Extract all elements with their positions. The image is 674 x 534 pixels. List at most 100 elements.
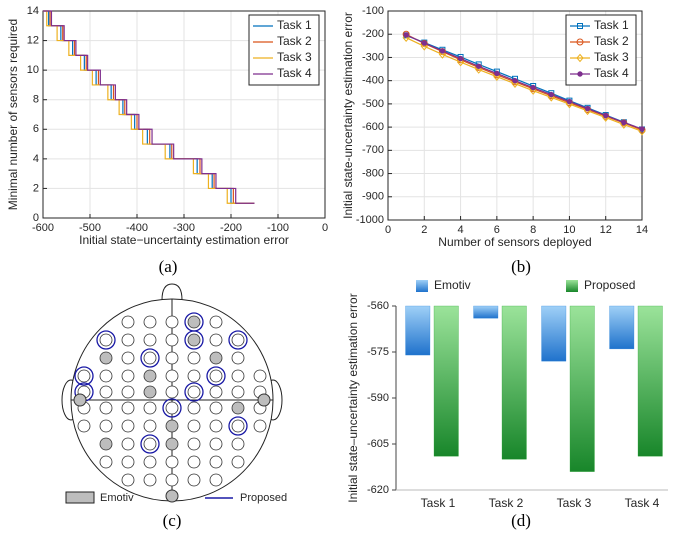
x-tick-label: Task 1 [421,496,456,510]
electrode [77,369,91,383]
y-tick-label: -800 [362,167,384,179]
y-axis-label: Minimal number of sensors required [6,19,20,210]
marker [439,48,446,54]
legend-label: Proposed [584,278,635,292]
x-tick-label: 6 [494,224,500,236]
marker [577,23,583,29]
electrode [165,315,179,329]
electrode [121,455,135,469]
electrode [231,437,245,451]
electrode [143,455,157,469]
electrode [165,473,179,487]
marker [639,126,645,132]
proposed-ring [74,366,94,386]
marker [494,70,500,77]
proposed-ring [184,382,204,402]
legend-label: Task 3 [594,50,629,64]
electrode [231,351,245,365]
caption: (c) [163,511,182,530]
electrode [77,419,91,433]
x-tick-label: 2 [421,224,427,236]
electrode [99,385,113,399]
electrode [99,455,113,469]
electrode [165,437,179,451]
electrode [187,333,201,347]
legend-label: Task 4 [277,66,312,80]
y-tick-label: 12 [27,34,39,46]
electrode [143,437,157,451]
electrode [231,455,245,469]
marker [476,63,482,69]
legend-label: Emotiv [100,492,134,504]
x-tick-label: 10 [563,224,575,236]
y-tick-label: -620 [367,484,389,496]
electrode [209,369,223,383]
proposed-ring [206,366,226,386]
marker [475,65,483,74]
electrode [99,369,113,383]
electrode [121,473,135,487]
electrode [73,393,87,407]
marker [438,50,447,59]
legend-label: Task 1 [277,18,312,32]
legend-box [248,14,320,86]
electrode [165,351,179,365]
proposed-ring [184,330,204,350]
series-line [43,10,255,204]
marker [548,91,554,98]
x-axis-label: Initial state−uncertainty estimation err… [79,233,289,247]
electrode [187,419,201,433]
electrode [209,315,223,329]
x-tick-label: -200 [220,222,242,234]
marker [511,79,519,88]
marker [493,72,501,81]
electrode [121,401,135,415]
electrode [187,315,201,329]
bar [473,305,499,319]
electrode [165,455,179,469]
electrode [187,351,201,365]
series-line [43,10,255,204]
series-line [405,37,643,132]
x-tick-label: -500 [79,222,101,234]
electrode [165,385,179,399]
x-tick-label: 12 [600,224,612,236]
marker [512,77,518,84]
y-tick-label: -560 [367,300,389,312]
electrode [165,401,179,415]
marker [576,53,584,63]
electrode [231,385,245,399]
marker [603,112,609,119]
proposed-ring [228,330,248,350]
electrode [165,419,179,433]
bar [405,305,431,356]
axes-frame [42,10,326,219]
y-tick-label: -100 [362,5,384,17]
y-tick-label: -200 [362,28,384,40]
electrode [209,333,223,347]
electrode [253,419,267,433]
proposed-ring [96,330,116,350]
marker [621,119,627,126]
marker [420,42,428,51]
electrode [121,385,135,399]
bar [609,305,635,350]
caption: (a) [159,257,178,276]
electrode [257,393,271,407]
electrode [187,473,201,487]
electrode [209,401,223,415]
electrode [121,369,135,383]
legend-swatch [566,280,578,292]
electrode [231,401,245,415]
y-tick-label: 4 [33,153,39,165]
legend-label: Task 4 [594,66,629,80]
x-tick-label: -400 [126,222,148,234]
electrode [165,489,179,503]
y-axis-label: Initial state-uncertainty estimation err… [341,12,355,219]
electrode [231,369,245,383]
electrode [187,385,201,399]
legend-swatch [65,491,95,504]
electrode [187,455,201,469]
electrode [99,401,113,415]
